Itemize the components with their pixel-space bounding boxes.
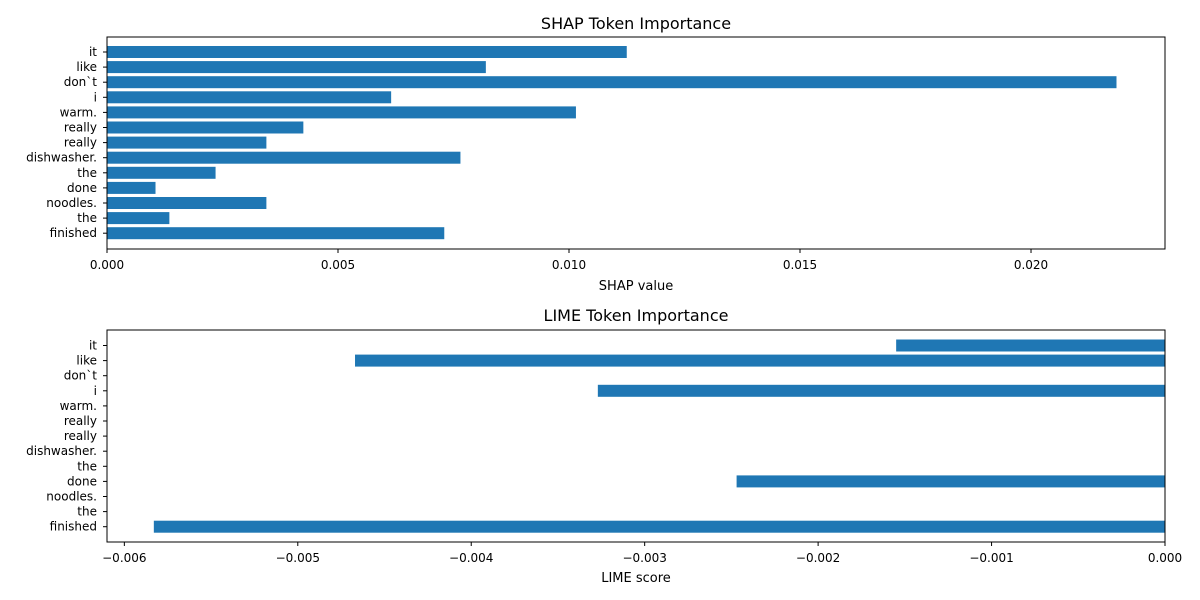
shap-bar-7 <box>107 151 461 164</box>
shap-xtick-label-1: 0.005 <box>321 258 355 272</box>
lime-chart-title: LIME Token Importance <box>544 306 729 325</box>
lime-xtick-label-0: −0.006 <box>102 551 146 565</box>
shap-token-label-1: like <box>76 60 97 74</box>
shap-bar-6 <box>107 136 267 149</box>
shap-bar-4 <box>107 106 576 119</box>
shap-xtick-label-0: 0.000 <box>90 258 124 272</box>
shap-token-label-0: it <box>89 45 97 59</box>
lime-token-label-7: dishwasher. <box>26 444 97 458</box>
shap-token-label-3: i <box>94 90 97 104</box>
shap-bar-1 <box>107 61 486 74</box>
shap-token-label-8: the <box>77 166 97 180</box>
shap-token-label-9: done <box>67 181 97 195</box>
lime-xtick-label-5: −0.001 <box>969 551 1013 565</box>
lime-token-label-8: the <box>77 459 97 473</box>
shap-bar-3 <box>107 91 392 104</box>
shap-bar-5 <box>107 121 304 134</box>
lime-token-label-0: it <box>89 339 97 353</box>
lime-token-label-4: warm. <box>60 399 97 413</box>
shap-bar-8 <box>107 166 216 179</box>
lime-token-label-12: finished <box>50 520 97 534</box>
shap-xtick-label-2: 0.010 <box>552 258 586 272</box>
lime-token-label-1: like <box>76 354 97 368</box>
shap-xtick-labels: 0.000 0.005 0.010 0.015 0.020 <box>90 249 1048 272</box>
lime-token-label-11: the <box>77 505 97 519</box>
shap-token-labels: itlikedon`tiwarm.reallyreallydishwasher.… <box>26 45 107 240</box>
shap-xtick-label-4: 0.020 <box>1014 258 1048 272</box>
shap-token-label-12: finished <box>50 226 97 240</box>
lime-token-label-3: i <box>94 384 97 398</box>
lime-token-labels: itlikedon`tiwarm.reallyreallydishwasher.… <box>26 339 107 534</box>
lime-token-label-10: noodles. <box>46 490 97 504</box>
shap-xtick-label-3: 0.015 <box>783 258 817 272</box>
lime-xtick-label-4: −0.002 <box>796 551 840 565</box>
lime-bar-12 <box>153 520 1165 533</box>
lime-xtick-labels: −0.006 −0.005 −0.004 −0.003 −0.002 −0.001 0.00… <box>102 542 1182 565</box>
shap-token-label-4: warm. <box>60 105 97 119</box>
shap-bar-10 <box>107 197 267 209</box>
lime-x-axis-label: LIME score <box>601 571 671 586</box>
shap-bar-11 <box>107 212 170 225</box>
shap-token-label-7: dishwasher. <box>26 151 97 165</box>
shap-token-label-11: the <box>77 211 97 225</box>
lime-axes-frame <box>106 329 1166 543</box>
lime-chart: LIME Token Importance itlikedon`tiwarm.r… <box>26 306 1182 586</box>
shap-token-label-10: noodles. <box>46 196 97 210</box>
lime-xtick-label-2: −0.004 <box>449 551 493 565</box>
shap-token-label-5: really <box>64 121 97 135</box>
shap-x-axis-label: SHAP value <box>599 279 673 294</box>
lime-bar-3 <box>597 384 1165 397</box>
shap-bars <box>107 46 1117 240</box>
lime-bar-9 <box>736 475 1165 488</box>
shap-bar-12 <box>107 227 445 240</box>
shap-bar-2 <box>107 76 1117 89</box>
lime-bar-0 <box>896 339 1165 352</box>
shap-bar-0 <box>107 46 627 58</box>
shap-bar-9 <box>107 181 156 194</box>
lime-token-label-2: don`t <box>64 369 98 383</box>
lime-xtick-label-3: −0.003 <box>622 551 666 565</box>
lime-bars <box>153 339 1165 533</box>
lime-token-label-6: really <box>64 429 97 443</box>
shap-chart-title: SHAP Token Importance <box>541 14 731 33</box>
lime-xtick-label-1: −0.005 <box>276 551 320 565</box>
shap-axes-frame <box>106 36 1166 250</box>
lime-bar-1 <box>355 354 1165 367</box>
shap-token-label-2: don`t <box>64 75 98 89</box>
lime-token-label-5: really <box>64 414 97 428</box>
lime-token-label-9: done <box>67 474 97 488</box>
lime-xtick-label-6: 0.000 <box>1148 551 1182 565</box>
shap-token-label-6: really <box>64 136 97 150</box>
